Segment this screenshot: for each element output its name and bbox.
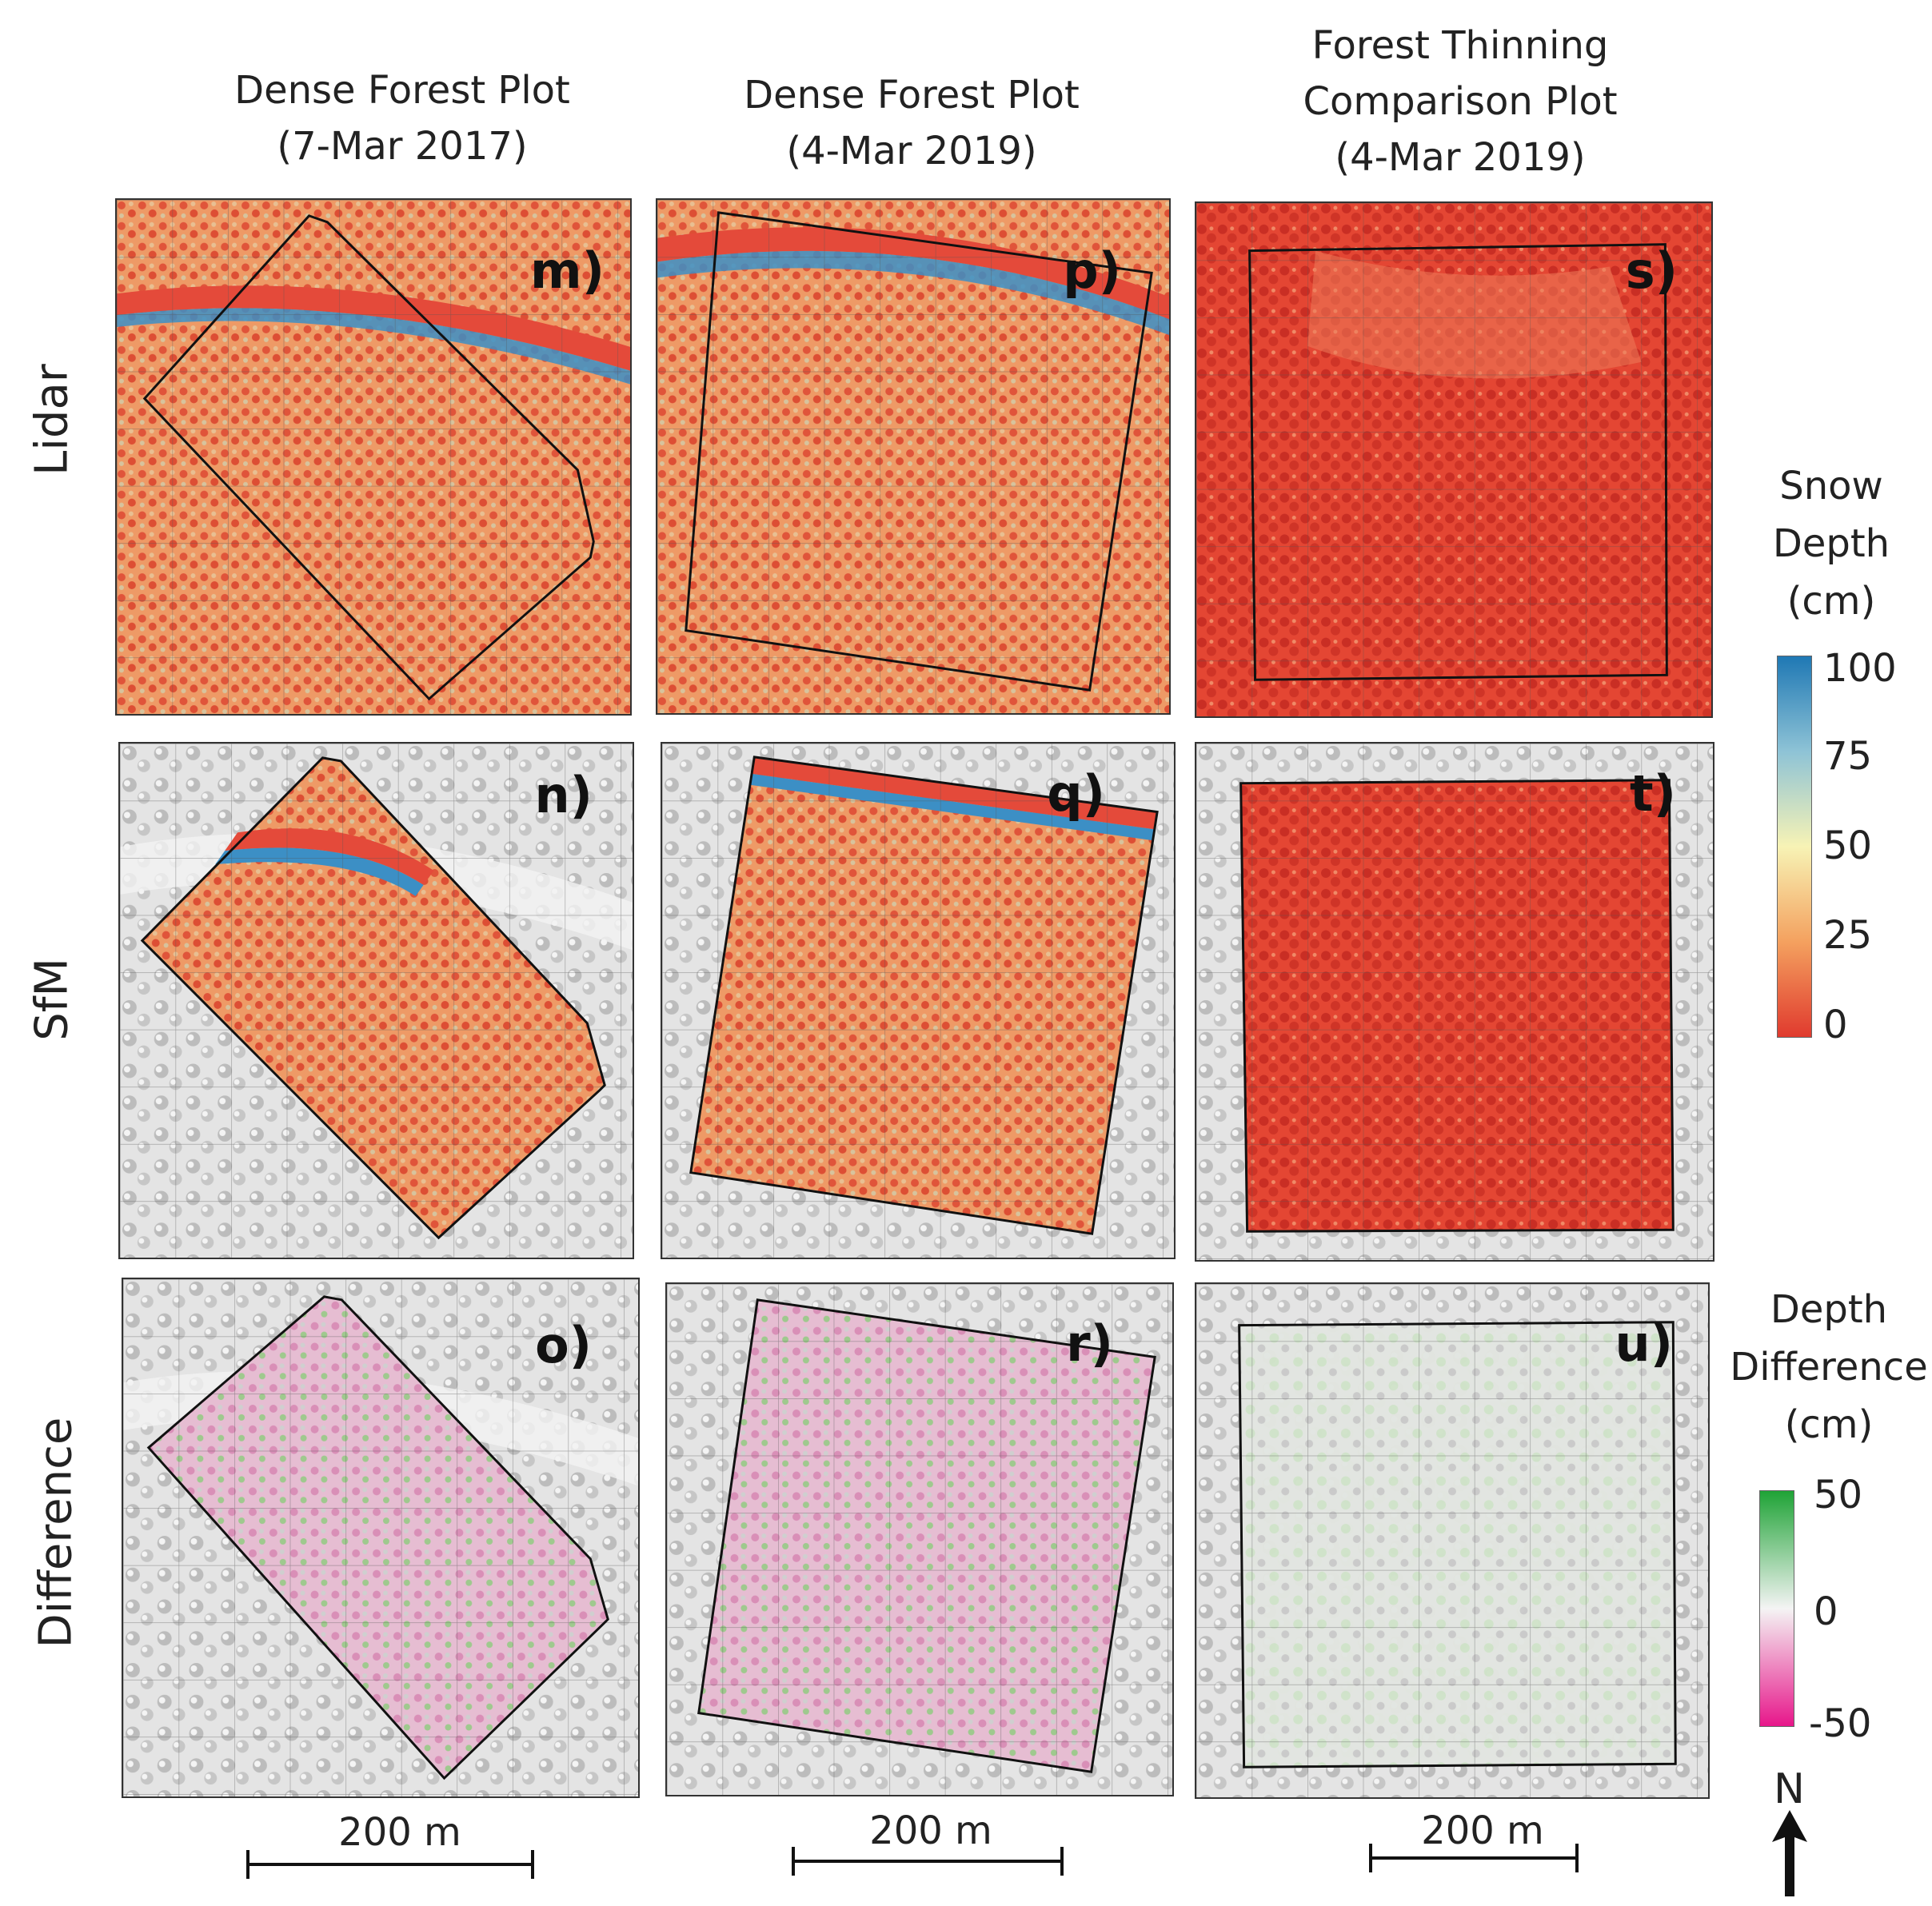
panel-label-s: s): [1625, 241, 1678, 300]
north-arrow-icon: [1772, 1810, 1807, 1896]
column-title-1-line1: Dense Forest Plot: [234, 68, 570, 113]
diff-tick-0: 0: [1814, 1589, 1838, 1634]
panel-q-sfm-2019: q): [661, 742, 1176, 1259]
column-title-3-line2: Comparison Plot: [1303, 79, 1618, 124]
panel-u-difference-thinning: u): [1195, 1282, 1710, 1799]
scale-bar-label-1: 200 m: [338, 1810, 461, 1855]
panel-t-sfm-thinning: t): [1195, 742, 1714, 1262]
panel-n-sfm-2017: n): [118, 742, 634, 1259]
diff-legend-title-line3: (cm): [1784, 1402, 1874, 1447]
snow-legend-title-line2: Depth: [1772, 521, 1890, 566]
panel-label-q: q): [1047, 764, 1105, 823]
panel-label-m: m): [530, 241, 605, 300]
snow-depth-legend-title: Snow Depth (cm): [1743, 457, 1919, 630]
diff-legend-title-line2: Difference: [1730, 1345, 1928, 1390]
diff-tick-minus-50: -50: [1809, 1701, 1872, 1746]
snow-tick-75: 75: [1823, 734, 1873, 779]
snow-tick-100: 100: [1823, 646, 1897, 691]
panel-o-difference-2017: o): [122, 1278, 640, 1798]
snow-tick-25: 25: [1823, 913, 1873, 958]
diff-tick-50: 50: [1814, 1473, 1863, 1517]
depth-difference-legend-title: Depth Difference (cm): [1726, 1281, 1932, 1453]
panel-label-t: t): [1630, 764, 1676, 823]
column-title-1-line2: (7-Mar 2017): [277, 124, 528, 169]
column-title-2: Dense Forest Plot (4-Mar 2019): [736, 67, 1088, 179]
column-title-3-line3: (4-Mar 2019): [1335, 135, 1586, 180]
panel-label-n: n): [534, 766, 593, 824]
panel-label-p: p): [1063, 241, 1121, 300]
snow-legend-title-line3: (cm): [1786, 579, 1876, 624]
column-title-1: Dense Forest Plot (7-Mar 2017): [226, 62, 578, 174]
snow-legend-title-line1: Snow: [1779, 464, 1883, 508]
panel-label-r: r): [1066, 1314, 1113, 1373]
panel-r-difference-2019: r): [665, 1282, 1174, 1796]
scale-bar-3: [1369, 1844, 1579, 1872]
row-label-sfm: SfM: [26, 958, 78, 1041]
north-label: N: [1774, 1765, 1805, 1813]
scale-bar-label-3: 200 m: [1421, 1808, 1544, 1853]
scale-bar-label-2: 200 m: [869, 1808, 992, 1853]
column-title-2-line2: (4-Mar 2019): [786, 129, 1037, 173]
panel-m-lidar-2017: m): [115, 198, 632, 716]
snow-depth-colorbar: [1777, 656, 1812, 1038]
panel-label-u: u): [1615, 1314, 1673, 1373]
scale-bar-2: [792, 1847, 1064, 1876]
row-label-lidar: Lidar: [26, 364, 78, 476]
scale-bar-1: [246, 1850, 534, 1879]
column-title-3: Forest Thinning Comparison Plot (4-Mar 2…: [1284, 18, 1636, 185]
depth-difference-colorbar: [1759, 1490, 1794, 1727]
snow-tick-50: 50: [1823, 823, 1873, 868]
diff-legend-title-line1: Depth: [1770, 1287, 1888, 1332]
column-title-2-line1: Dense Forest Plot: [744, 73, 1080, 118]
column-title-3-line1: Forest Thinning: [1311, 23, 1609, 68]
panel-s-lidar-thinning: s): [1195, 201, 1713, 718]
snow-tick-0: 0: [1823, 1003, 1848, 1047]
panel-p-lidar-2019: p): [656, 198, 1171, 715]
panel-label-o: o): [535, 1316, 592, 1374]
row-label-difference: Difference: [30, 1417, 82, 1649]
